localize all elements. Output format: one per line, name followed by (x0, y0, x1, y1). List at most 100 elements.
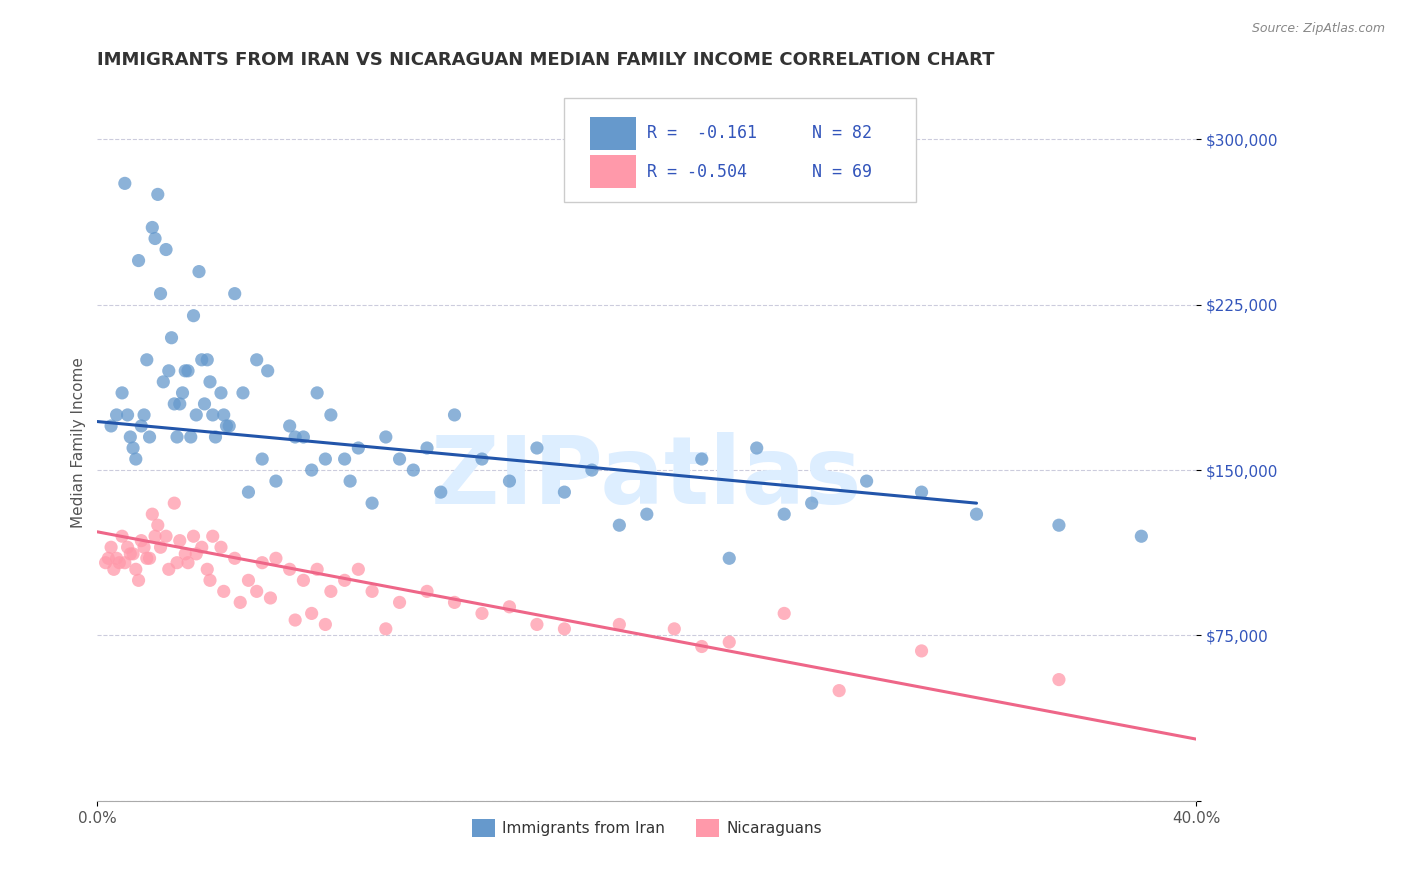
Point (307, 385, 329, 400)
Point (301, 463, 323, 477)
Point (160, 331, 183, 345)
Point (416, 441, 439, 455)
Point (361, 584, 384, 599)
Point (201, 408, 224, 422)
Point (169, 533, 191, 548)
Point (138, 430, 160, 444)
Point (120, 430, 142, 444)
Point (125, 562, 148, 576)
Point (122, 547, 145, 561)
Point (163, 496, 186, 510)
Point (122, 441, 145, 455)
Point (128, 253, 150, 268)
Point (1047, 518, 1070, 533)
Point (609, 617, 631, 632)
Point (186, 408, 208, 422)
Point (232, 385, 254, 400)
Point (190, 541, 212, 555)
Point (174, 364, 197, 378)
Point (141, 507, 163, 521)
Point (250, 452, 273, 467)
Point (314, 617, 336, 632)
Point (152, 375, 174, 389)
Point (259, 591, 281, 605)
Point (132, 408, 155, 422)
Text: ZIPatlas: ZIPatlas (432, 433, 862, 524)
Point (333, 574, 356, 588)
Point (745, 441, 768, 455)
Point (135, 352, 157, 367)
Point (218, 419, 240, 434)
Point (114, 556, 136, 570)
Point (193, 397, 215, 411)
Point (195, 562, 218, 576)
Point (553, 485, 575, 500)
Point (526, 617, 548, 632)
Point (238, 574, 260, 588)
Point (553, 622, 575, 636)
Point (250, 556, 273, 570)
Point (183, 529, 205, 543)
Point (388, 595, 411, 609)
Point (339, 474, 361, 488)
Point (718, 551, 741, 566)
Point (212, 584, 235, 599)
Point (224, 551, 246, 566)
Point (100, 419, 122, 434)
Point (238, 485, 260, 500)
Point (143, 231, 166, 245)
Point (471, 452, 494, 467)
Point (664, 622, 686, 636)
Point (690, 640, 713, 654)
Point (111, 385, 134, 400)
Point (264, 551, 287, 566)
Point (498, 599, 520, 614)
Point (966, 507, 988, 521)
Point (828, 683, 851, 698)
Point (103, 562, 125, 576)
Point (177, 556, 200, 570)
Point (141, 220, 163, 235)
Point (149, 286, 172, 301)
Point (292, 430, 315, 444)
Point (910, 485, 932, 500)
Point (284, 613, 307, 627)
Point (374, 622, 396, 636)
Point (471, 607, 494, 621)
Point (172, 385, 194, 400)
Point (157, 562, 180, 576)
Point (498, 474, 520, 488)
FancyBboxPatch shape (589, 117, 636, 150)
Point (190, 352, 212, 367)
Point (174, 547, 197, 561)
Point (128, 574, 150, 588)
Point (246, 584, 269, 599)
Point (108, 556, 131, 570)
Point (319, 408, 342, 422)
Point (284, 430, 307, 444)
Point (131, 533, 153, 548)
Point (195, 352, 218, 367)
Point (800, 496, 823, 510)
Point (149, 541, 172, 555)
Point (105, 551, 128, 566)
Point (177, 364, 200, 378)
Point (131, 419, 153, 434)
Point (855, 474, 877, 488)
Point (347, 441, 370, 455)
Point (718, 635, 741, 649)
Y-axis label: Median Family Income: Median Family Income (72, 357, 86, 528)
Point (188, 264, 211, 278)
Point (347, 562, 370, 576)
Point (201, 529, 224, 543)
Point (94, 556, 117, 570)
Point (402, 463, 425, 477)
Text: R = -0.504: R = -0.504 (647, 162, 747, 180)
Point (166, 556, 188, 570)
Point (264, 474, 287, 488)
Point (155, 529, 177, 543)
Point (910, 644, 932, 658)
Point (374, 430, 396, 444)
Point (212, 408, 235, 422)
Point (256, 364, 278, 378)
